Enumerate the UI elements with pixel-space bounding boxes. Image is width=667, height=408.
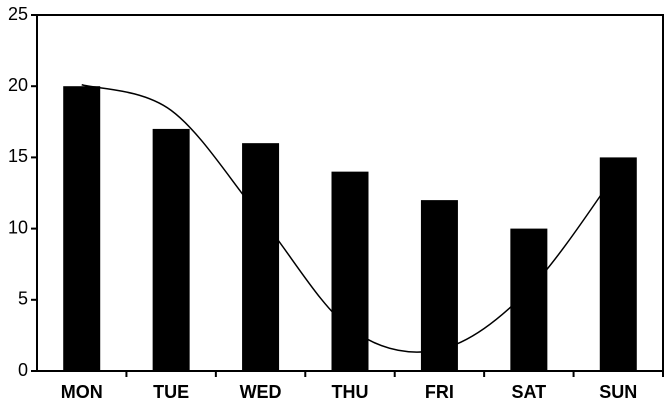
bar	[599, 157, 637, 371]
x-tick-label: FRI	[425, 382, 454, 402]
bar	[152, 128, 190, 371]
y-tick-label: 15	[8, 146, 28, 166]
y-tick-label: 10	[8, 217, 28, 237]
curve	[81, 84, 619, 353]
y-tick-label: 5	[18, 289, 28, 309]
x-tick-label: TUE	[153, 382, 189, 402]
x-tick-label: WED	[240, 382, 282, 402]
bar	[420, 200, 458, 371]
bar	[63, 86, 101, 371]
y-tick-label: 25	[8, 4, 28, 24]
x-tick-label: SUN	[599, 382, 637, 402]
x-tick-label: SAT	[512, 382, 547, 402]
bar	[242, 143, 280, 371]
y-tick-label: 0	[18, 360, 28, 380]
x-tick-label: MON	[61, 382, 103, 402]
y-tick-label: 20	[8, 75, 28, 95]
x-tick-label: THU	[332, 382, 369, 402]
bar	[510, 228, 548, 371]
bar	[331, 171, 369, 371]
